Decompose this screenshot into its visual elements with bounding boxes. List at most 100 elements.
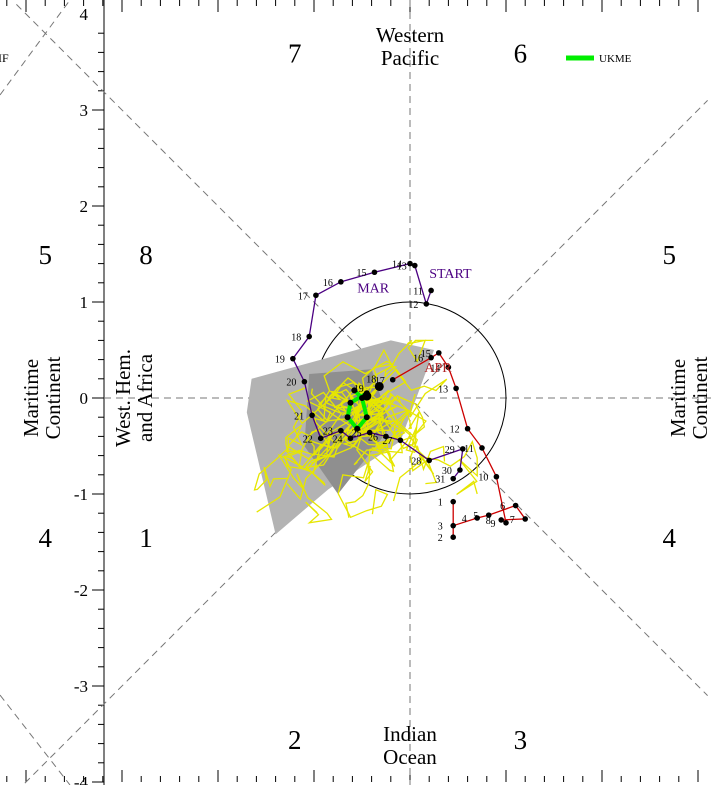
region-label-west-hem-line: West. Hem. <box>111 349 135 447</box>
day-label: 30 <box>442 466 452 477</box>
ensemble-member-track <box>341 386 383 448</box>
day-label: 26 <box>368 432 378 443</box>
day-label: 17 <box>375 376 385 387</box>
day-label: 21 <box>294 411 304 422</box>
observed-point <box>290 355 296 362</box>
phase-number: 5 <box>38 240 52 270</box>
day-label: 16 <box>413 354 423 365</box>
observed-point <box>347 435 354 442</box>
legend: UKME <box>566 53 632 65</box>
region-label-indian-ocean: Ocean <box>383 745 437 769</box>
observed-point <box>426 457 433 464</box>
observed-point <box>317 435 324 442</box>
day-label: 14 <box>392 260 402 271</box>
y-tick-label: 1 <box>80 293 89 312</box>
day-label: 1 <box>438 498 443 509</box>
ensemble-member-track <box>349 348 448 418</box>
y-tick-label: -3 <box>74 677 88 696</box>
y-tick-label: -4 <box>74 773 89 785</box>
observed-point <box>453 385 459 392</box>
day-label: 11 <box>413 286 423 297</box>
observed-point <box>503 520 509 526</box>
day-label: 23 <box>323 427 333 438</box>
phase-number: 5 <box>662 240 676 270</box>
ensemble-member-track <box>341 393 412 445</box>
observed-point <box>306 333 313 340</box>
day-label: 3 <box>438 522 443 533</box>
legend-label: UKME <box>599 53 632 65</box>
day-label: 25 <box>352 429 362 440</box>
observed-point <box>366 429 373 436</box>
y-tick-label: 0 <box>80 389 89 408</box>
day-label: 7 <box>510 515 515 526</box>
phase-number: 6 <box>514 38 528 68</box>
diagonal-1 <box>16 4 708 696</box>
observed-point <box>423 301 430 307</box>
forecast-start-point <box>374 381 384 391</box>
observed-point <box>436 350 442 356</box>
day-label: 27 <box>382 436 392 447</box>
day-label: 13 <box>438 384 448 395</box>
observed-point <box>450 475 457 482</box>
ensemble-member-track <box>366 397 446 472</box>
observed-point <box>512 502 519 509</box>
observed-point <box>479 445 485 451</box>
day-label: 24 <box>332 434 342 445</box>
region-label-maritime-right-line: Continent <box>688 356 712 439</box>
month-label: APR <box>424 361 452 376</box>
region-label-west-hem: West. Hem.and Africa <box>111 349 157 447</box>
day-label: 28 <box>411 456 421 467</box>
day-label: 19 <box>275 355 285 366</box>
observed-point <box>313 292 319 299</box>
ensemble-member-track <box>306 360 395 437</box>
observed-point <box>371 269 378 276</box>
month-label: START <box>429 267 472 282</box>
phase-number: 2 <box>288 725 302 755</box>
observed-point <box>485 512 492 518</box>
observed-point <box>498 517 505 523</box>
observed-point <box>445 364 452 371</box>
observed-point <box>457 467 463 473</box>
day-label: 12 <box>408 300 418 311</box>
day-label: 17 <box>298 291 308 302</box>
outer-diagonal-bottom <box>0 694 71 786</box>
region-label-maritime-left-line: Continent <box>41 356 65 439</box>
ensemble-member-track <box>285 387 368 452</box>
observed-point <box>428 287 434 294</box>
observed-point <box>450 498 457 505</box>
phase-number: 7 <box>288 38 302 68</box>
ensemble-member-track <box>366 339 434 399</box>
ensemble-member-track <box>253 397 368 491</box>
day-label: 8 <box>486 516 491 527</box>
observed-point <box>474 515 481 521</box>
observed-point <box>389 376 396 383</box>
ensemble-mean-point <box>351 387 358 394</box>
phase-number: 3 <box>514 725 528 755</box>
phase-number: 4 <box>662 523 676 553</box>
observed-point <box>397 437 404 444</box>
ensemble-member-track <box>277 397 368 524</box>
observed-point <box>338 427 344 434</box>
region-label-western-pacific: Pacific <box>381 46 439 70</box>
y-tick-label: 2 <box>80 197 89 216</box>
day-label: 15 <box>421 349 431 360</box>
phase-number: 4 <box>38 523 52 553</box>
observed-point <box>493 473 500 480</box>
observed-point <box>407 260 413 267</box>
day-label: 15 <box>356 268 366 279</box>
month-label: MAR <box>357 281 390 296</box>
phase-number: 8 <box>139 240 153 270</box>
day-label: 10 <box>478 473 488 484</box>
day-label: 2 <box>438 533 443 544</box>
day-label: 19 <box>354 384 364 395</box>
observed-point <box>522 516 528 522</box>
observed-point <box>428 354 434 361</box>
y-tick-label: 4 <box>80 5 89 24</box>
day-label: 29 <box>445 445 455 456</box>
ensemble-mean-point <box>363 414 370 421</box>
ensemble-mean-point <box>354 425 361 432</box>
observed-point <box>301 378 308 385</box>
